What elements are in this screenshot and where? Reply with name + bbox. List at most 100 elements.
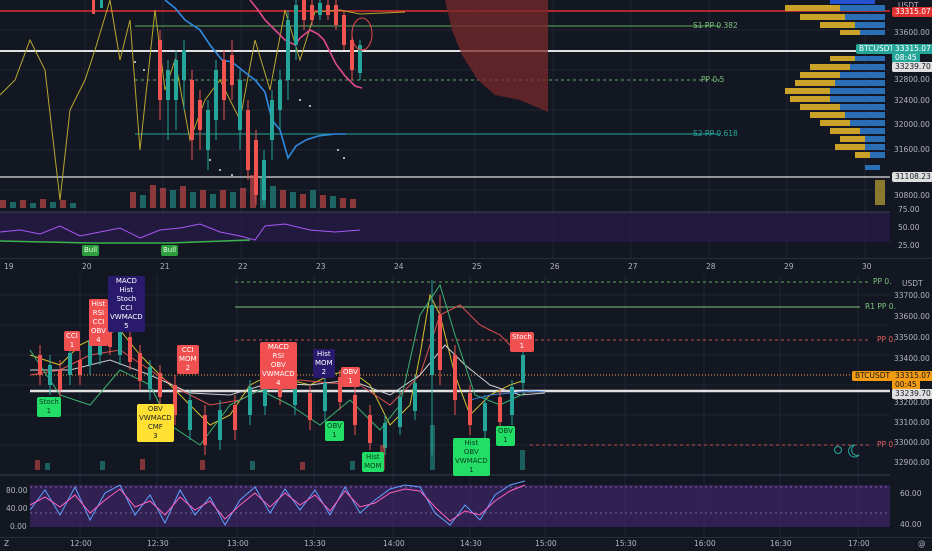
ma-green [29,283,526,446]
price-tick: 32800.00 [894,75,930,84]
signal-label: Stoch 1 [37,397,61,417]
pink-line [249,0,363,89]
date-tick: 28 [706,262,716,271]
signal-label: Hist MOM 2 [313,349,335,378]
top-price-axis[interactable]: USDT 33315.07 33600.00 BTCUSDT 33315.07 … [856,0,932,258]
blue-line [164,0,346,160]
symbol-tag: BTCUSDT [856,44,898,54]
rsi-tick: 25.00 [898,241,920,250]
time-axis[interactable]: Z 12:00 12:30 13:00 13:30 14:00 14:30 15… [0,537,932,551]
price-tag-top: 33315.07 [892,7,932,17]
price-tick: 33100.00 [894,418,930,427]
session-icon[interactable] [834,444,860,458]
stoch-tick-left: 80.00 [6,486,28,495]
top-candles [92,0,362,205]
currency-label: USDT [898,1,919,10]
time-tick: 15:30 [615,539,637,548]
pivot-label-s2: S2 PP 0.618 [693,129,738,138]
time-tick: 14:00 [383,539,405,548]
time-tick: 17:00 [848,539,870,548]
top-chart-canvas[interactable] [0,0,932,258]
signal-label: Stoch 1 [510,332,534,352]
time-tick: 13:00 [227,539,249,548]
date-tick: 22 [238,262,248,271]
level-tag: 33239.70 [892,62,932,72]
date-tick: 25 [472,262,482,271]
price-tick: 33500.00 [894,333,930,342]
price-tick: 33000.00 [894,438,930,447]
rsi-tick: 50.00 [898,223,920,232]
stoch-band [30,485,890,527]
date-tick: 27 [628,262,638,271]
bottom-chart-pane[interactable]: CCI 1 Hist RSI CCI OBV 4 MACD Hist Stoch… [0,275,932,537]
price-tick: 33600.00 [894,28,930,37]
bull-label: Bull [82,245,100,256]
bottom-candles [38,280,525,455]
signal-label: OBV VWMACD CMF 3 [137,404,174,442]
bottom-price-axis[interactable]: USDT 33700.00 33600.00 33500.00 33400.00… [852,275,932,537]
price-tick: 33400.00 [894,354,930,363]
date-tick: 21 [160,262,170,271]
currency-label: USDT [902,279,923,288]
red-cloud [445,0,548,112]
date-tick: 23 [316,262,326,271]
symbol-price-tag: 33315.07 [892,44,932,54]
pivot-label-pp-low: PP 0. [877,440,896,449]
rsi-band [0,212,890,242]
price-tick: 33700.00 [894,291,930,300]
bull-label: Bull [161,245,179,256]
top-chart-pane[interactable]: S1 PP 0.382 PP 0.5 S2 PP 0.618 Bull Bull… [0,0,932,258]
stoch-k-line [29,480,526,527]
highlight-circle [351,17,373,51]
date-tick: 26 [550,262,560,271]
bottom-volume [35,425,525,470]
price-tick: 32000.00 [894,120,930,129]
signal-label: OBV 1 [325,421,344,441]
signal-label: MACD Hist Stoch CCI VWMACD 5 [108,276,145,332]
time-tick: 13:30 [304,539,326,548]
date-tick: 19 [4,262,14,271]
signal-label: Hist MOM [362,452,384,472]
time-tick: 16:30 [770,539,792,548]
symbol-countdown: 00:45 [892,380,920,390]
time-tick: 14:30 [460,539,482,548]
psar-dots [134,61,345,176]
level-tag: 33239.70 [892,389,932,399]
rsi-green-line [0,239,251,244]
price-tick: 32400.00 [894,96,930,105]
price-tick: 32900.00 [894,458,930,467]
date-tick: 29 [784,262,794,271]
rsi-tick: 75.00 [898,205,920,214]
signal-label: CCI MOM 2 [177,345,199,374]
date-tick: 30 [862,262,872,271]
footer-left-icon[interactable]: Z [4,539,10,548]
volume-profile [785,0,885,205]
date-axis[interactable]: 19 20 21 22 23 24 25 26 27 28 29 30 [0,258,932,275]
stoch-d-line [29,484,526,522]
pivot-label-pp: PP 0.5 [701,75,725,84]
signal-label: MACD RSI OBV VWMACD 4 [260,342,297,389]
rsi-line [0,223,361,241]
pivot-label-r1: R1 PP 0. [865,302,896,311]
bottom-chart-canvas[interactable] [0,275,932,537]
price-tick: 33600.00 [894,312,930,321]
pivot-label-pp-mid: PP 0. [877,335,896,344]
symbol-tag: BTCUSDT [852,371,894,381]
stoch-tick-right: 40.00 [900,520,922,529]
time-tick: 15:00 [535,539,557,548]
lower-level-tag: 31108.23 [892,172,932,182]
stoch-tick-left: 40.00 [6,504,28,513]
stoch-tick-right: 60.00 [900,489,922,498]
signal-label: Hist RSI CCI OBV 4 [89,299,108,346]
footer-right-icon[interactable]: @ [918,539,926,548]
price-tick: 30800.00 [894,191,930,200]
stoch-tick-left: 0.00 [10,522,27,531]
time-tick: 12:30 [147,539,169,548]
price-tick: 33200.00 [894,398,930,407]
signal-label: OBV 1 [341,367,360,387]
signal-label: Hist OBV VWMACD 1 [453,438,490,476]
volume-bars [0,175,356,208]
signal-label: CCI 1 [64,331,80,351]
time-tick: 12:00 [70,539,92,548]
price-tick: 31600.00 [894,145,930,154]
